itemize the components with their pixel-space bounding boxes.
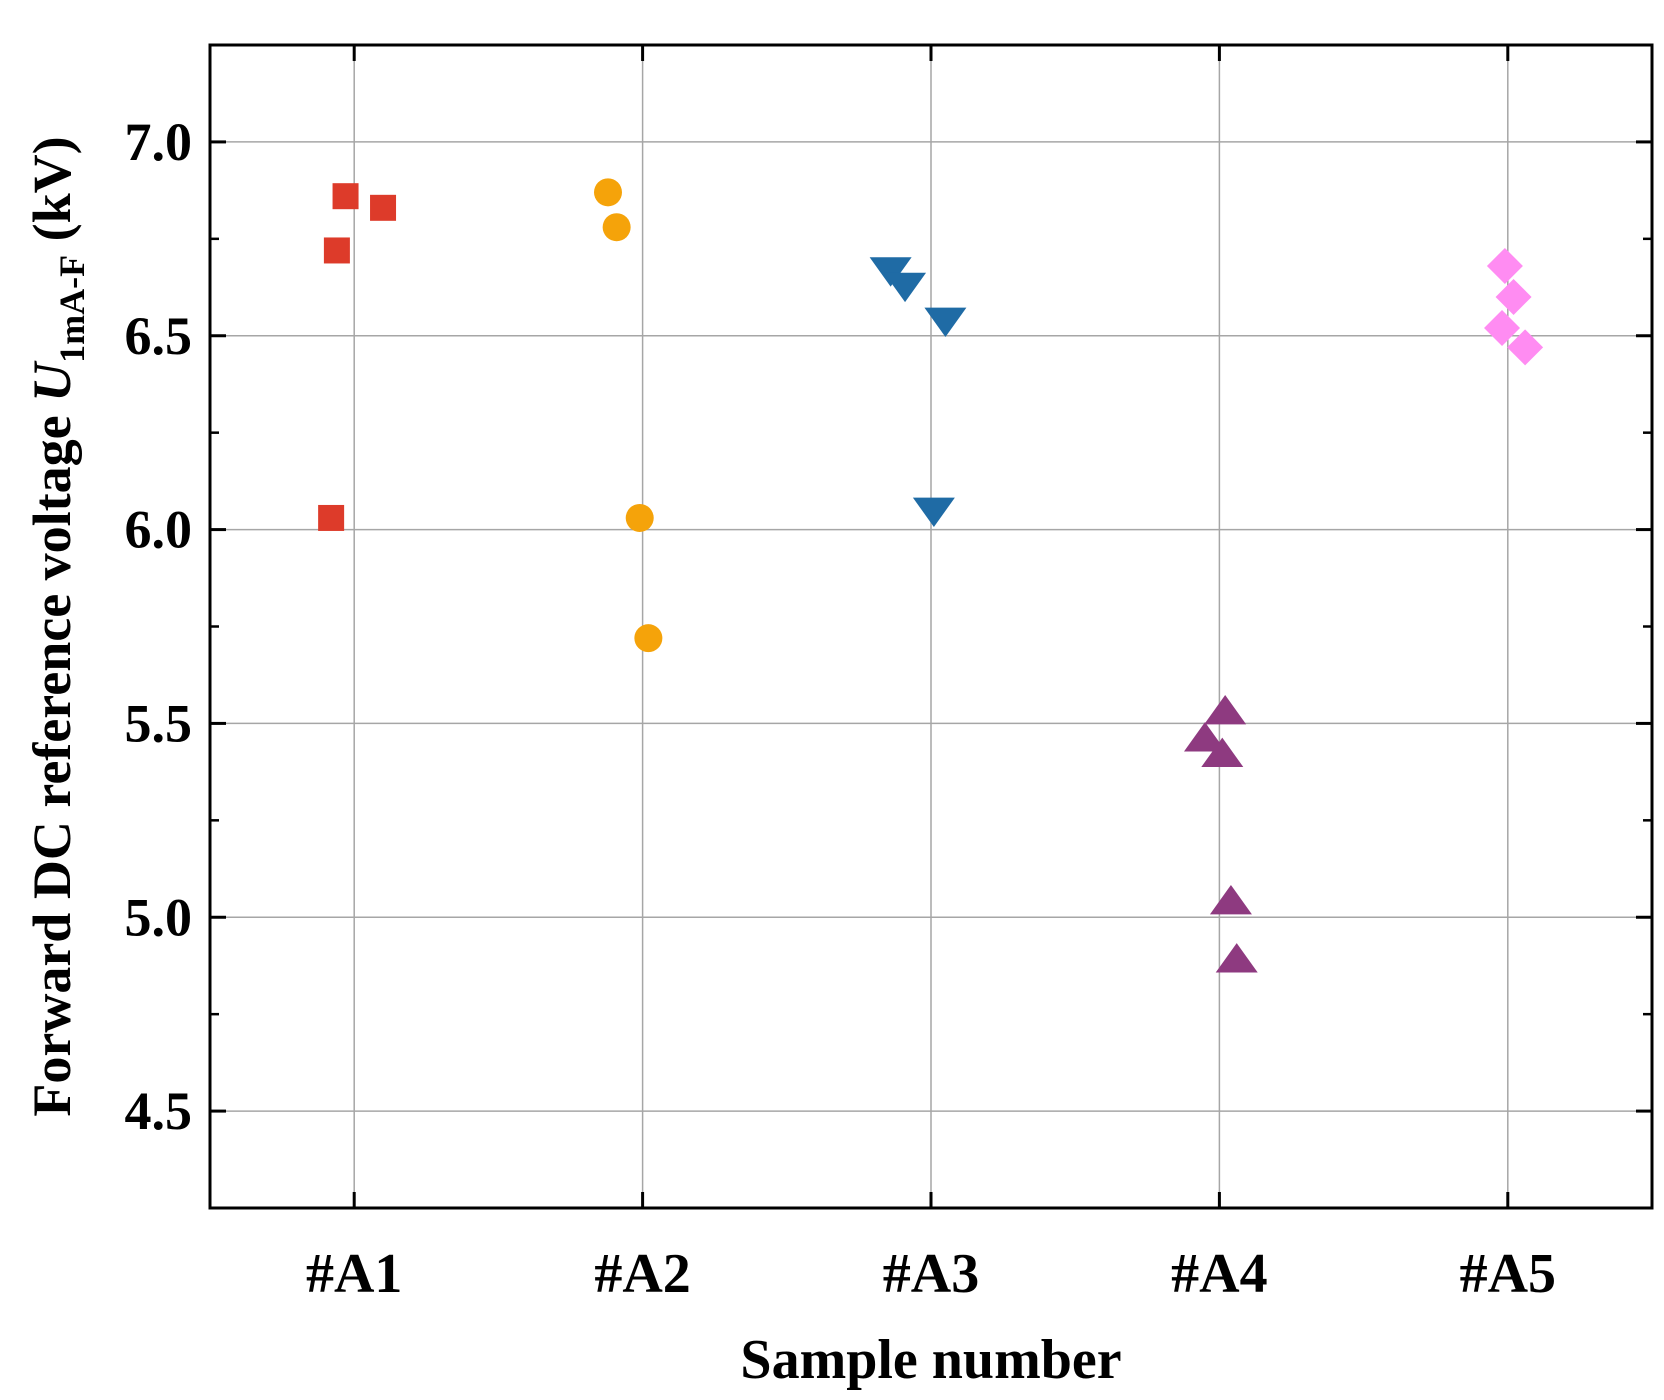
data-point-diamond	[1495, 278, 1532, 315]
data-point-triangle-up	[1183, 722, 1226, 752]
x-tick-label: #A3	[883, 1243, 979, 1305]
data-point-diamond	[1484, 309, 1521, 346]
data-point-square	[370, 194, 397, 221]
y-tick-label: 5.5	[125, 693, 193, 753]
series-a1	[318, 183, 397, 531]
y-tick-label: 7.0	[125, 112, 193, 172]
data-point-triangle-down	[884, 272, 927, 303]
axis-ticks	[210, 43, 1652, 1210]
x-tick-label: #A5	[1460, 1243, 1556, 1305]
data-point-diamond	[1486, 247, 1523, 284]
x-tick-label: #A2	[594, 1243, 690, 1305]
series-a3	[869, 257, 967, 527]
x-tick-labels: #A1 #A2 #A3 #A4 #A5	[306, 1243, 1556, 1305]
data-point-circle	[602, 213, 631, 242]
data-point-square	[332, 183, 359, 210]
data-point-circle	[593, 178, 622, 207]
y-axis-label-symbol: U	[22, 360, 82, 402]
data-point-square	[323, 237, 350, 264]
data-point-triangle-up	[1215, 943, 1258, 973]
grid-lines	[210, 45, 1652, 1208]
y-tick-label: 6.0	[125, 500, 193, 560]
data-point-triangle-down	[912, 497, 955, 527]
data-point-triangle-up	[1204, 694, 1247, 725]
x-tick-label: #A4	[1171, 1243, 1267, 1305]
x-axis-label: Sample number	[740, 1329, 1121, 1391]
data-point-circle	[634, 624, 663, 653]
x-tick-label: #A1	[306, 1243, 402, 1305]
data-point-circle	[625, 503, 654, 532]
data-point-triangle-up	[1209, 884, 1252, 915]
data-point-triangle-down	[924, 307, 967, 338]
series-a5	[1484, 247, 1544, 366]
data-point-square	[318, 504, 345, 531]
y-axis-label: Forward DC reference voltage U1mA-F (kV)	[22, 136, 92, 1116]
y-axis-label-suffix: (kV)	[22, 136, 82, 255]
data-point-triangle-up	[1201, 737, 1244, 768]
y-axis-label-prefix: Forward DC reference voltage	[22, 402, 82, 1117]
y-tick-label: 4.5	[125, 1081, 193, 1141]
data-points	[318, 178, 1544, 973]
y-tick-label: 5.0	[125, 887, 193, 947]
data-point-triangle-down	[869, 257, 912, 287]
data-point-diamond	[1507, 329, 1544, 366]
y-tick-label: 6.5	[125, 306, 193, 366]
series-a4	[1183, 694, 1258, 973]
y-tick-labels: 4.5 5.0 5.5 6.0 6.5 7.0	[125, 112, 193, 1141]
y-axis-label-subscript: 1mA-F	[52, 255, 92, 363]
series-a2	[593, 178, 663, 653]
